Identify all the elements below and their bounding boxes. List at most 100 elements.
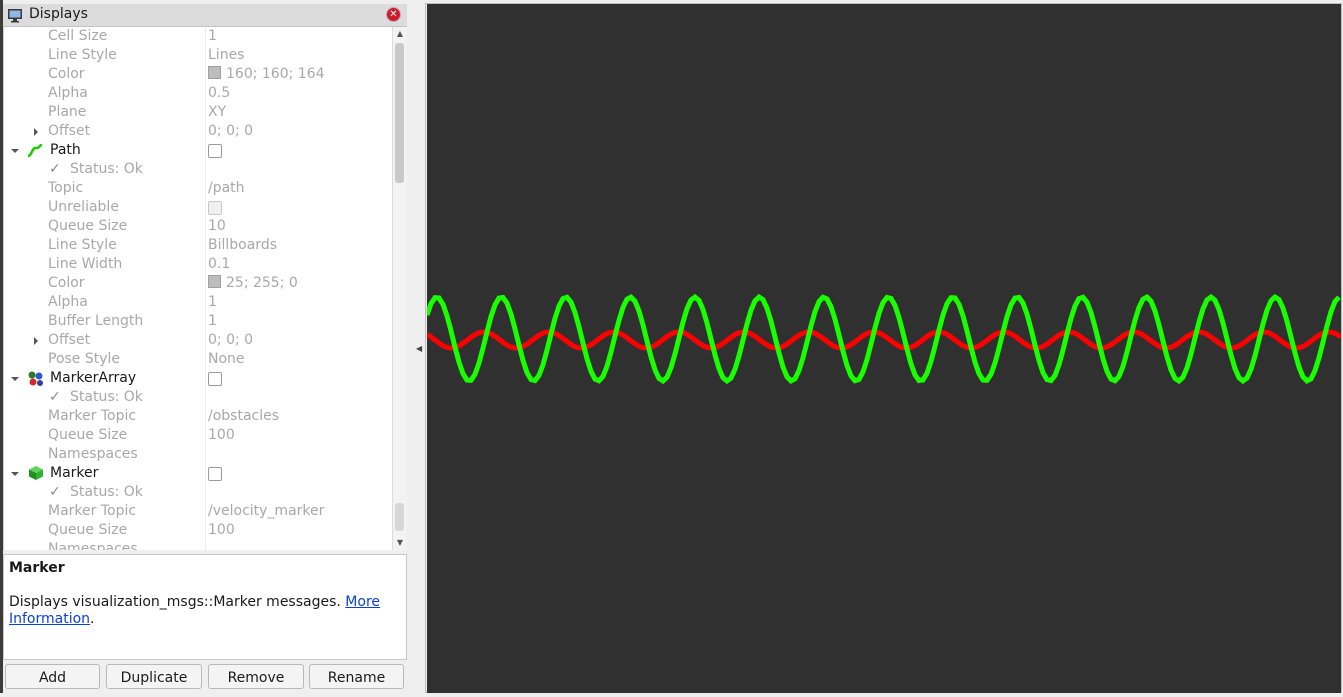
property-value[interactable]: 160; 160; 164 [208, 65, 325, 84]
chevron-down-icon[interactable] [10, 146, 20, 156]
3d-viewport[interactable] [424, 4, 1343, 693]
displays-title-bar: Displays ✕ [3, 4, 407, 27]
tree-row[interactable]: Pose Style None [4, 350, 392, 369]
tree-row[interactable]: Topic /path [4, 179, 392, 198]
property-label: Cell Size [48, 28, 108, 44]
tree-scrollbar[interactable]: ▲ ▼ [392, 27, 407, 550]
display-item-marker[interactable]: Marker [4, 464, 392, 483]
property-label: Offset [48, 332, 91, 348]
link-text-1[interactable]: More [345, 594, 381, 610]
property-label: Color [48, 275, 85, 291]
property-value[interactable]: 0.5 [208, 85, 231, 101]
property-value[interactable]: Lines [208, 47, 245, 63]
panel-splitter[interactable]: ◀ [411, 4, 425, 693]
tree-row[interactable]: Queue Size 10 [4, 217, 392, 236]
marker-array-icon [28, 371, 43, 386]
property-value[interactable]: XY [208, 104, 227, 120]
display-item-markerarray[interactable]: MarkerArray [4, 369, 392, 388]
viewport-canvas[interactable] [424, 4, 1343, 693]
link-text-2[interactable]: Information [9, 611, 91, 627]
panel-title: Displays [29, 6, 88, 22]
property-value[interactable]: 1 [208, 313, 217, 329]
tree-row[interactable]: Queue Size 100 [4, 521, 392, 540]
close-panel-icon[interactable]: ✕ [386, 7, 401, 22]
property-label: Line Width [48, 256, 123, 272]
tree-row[interactable]: Marker Topic /obstacles [4, 407, 392, 426]
description-box: Marker Displays visualization_msgs::Mark… [3, 554, 407, 660]
chevron-right-icon[interactable] [31, 336, 41, 346]
property-value[interactable]: 10 [208, 218, 226, 234]
display-property-tree: Cell Size 1 Line Style Lines Color 160; … [3, 27, 392, 550]
property-label: Plane [48, 104, 87, 120]
enable-checkbox[interactable] [208, 372, 222, 386]
unreliable-checkbox[interactable] [208, 201, 222, 215]
property-value[interactable]: None [208, 351, 245, 367]
duplicate-button[interactable]: Duplicate [106, 664, 202, 689]
property-value[interactable]: 100 [208, 522, 235, 538]
property-label: Line Style [48, 237, 117, 253]
enable-checkbox[interactable] [208, 144, 222, 158]
tree-row[interactable]: Alpha 0.5 [4, 84, 392, 103]
tree-row[interactable]: Offset 0; 0; 0 [4, 122, 392, 141]
tree-row[interactable]: Line Style Lines [4, 46, 392, 65]
enable-checkbox[interactable] [208, 467, 222, 481]
property-label: Queue Size [48, 218, 128, 234]
color-value: 25; 255; 0 [226, 275, 298, 291]
chevron-right-icon[interactable] [31, 127, 41, 137]
property-label: Topic [48, 180, 84, 196]
scrollbar-thumb[interactable] [395, 43, 404, 183]
tree-row[interactable]: Line Style Billboards [4, 236, 392, 255]
property-value[interactable]: Billboards [208, 237, 277, 253]
display-name: Marker [50, 465, 99, 481]
color-swatch [208, 66, 221, 79]
description-text: Displays visualization_msgs::Marker mess… [9, 594, 341, 610]
property-value[interactable]: /obstacles [208, 408, 280, 424]
property-value[interactable]: /velocity_marker [208, 503, 325, 519]
tree-row[interactable]: Queue Size 100 [4, 426, 392, 445]
tree-row[interactable]: Offset 0; 0; 0 [4, 331, 392, 350]
rename-button[interactable]: Rename [309, 664, 404, 689]
property-value[interactable]: 1 [208, 294, 217, 310]
property-label: Namespaces [48, 446, 138, 462]
tree-row[interactable]: Buffer Length 1 [4, 312, 392, 331]
tree-row[interactable]: Marker Topic /velocity_marker [4, 502, 392, 521]
tree-row[interactable]: Plane XY [4, 103, 392, 122]
display-name: Path [50, 142, 81, 158]
chevron-down-icon[interactable] [10, 469, 20, 479]
collapse-arrow-icon[interactable]: ◀ [416, 344, 423, 353]
property-value[interactable]: 1 [208, 28, 217, 44]
display-item-path[interactable]: Path [4, 141, 392, 160]
path-display-icon [27, 143, 43, 158]
property-label: Namespaces [48, 541, 138, 550]
status-label: Status: Ok [70, 161, 143, 177]
tree-row[interactable]: Color 25; 255; 0 [4, 274, 392, 293]
tree-row[interactable]: Namespaces [4, 540, 392, 550]
tree-row[interactable]: Namespaces [4, 445, 392, 464]
add-button[interactable]: Add [5, 664, 100, 689]
property-value[interactable]: /path [208, 180, 245, 196]
status-label: Status: Ok [70, 389, 143, 405]
tree-row[interactable]: Alpha 1 [4, 293, 392, 312]
property-value[interactable]: 0; 0; 0 [208, 123, 254, 139]
property-value[interactable]: 0; 0; 0 [208, 332, 254, 348]
property-label: Marker Topic [48, 408, 137, 424]
remove-button[interactable]: Remove [208, 664, 304, 689]
scrollbar-thumb-lower [395, 503, 404, 531]
marker-velocity-line [425, 329, 1343, 351]
tree-row[interactable]: Unreliable [4, 198, 392, 217]
scroll-down-icon[interactable]: ▼ [396, 538, 404, 547]
scroll-up-icon[interactable]: ▲ [396, 29, 404, 38]
color-swatch [208, 275, 221, 288]
property-value[interactable]: 0.1 [208, 256, 231, 272]
chevron-down-icon[interactable] [10, 374, 20, 384]
tree-row[interactable]: Line Width 0.1 [4, 255, 392, 274]
more-information-link[interactable]: More Information [9, 594, 380, 627]
tree-row[interactable]: Color 160; 160; 164 [4, 65, 392, 84]
property-label: Unreliable [48, 199, 119, 215]
tree-row[interactable]: Cell Size 1 [4, 27, 392, 46]
marker-cube-icon [29, 466, 43, 480]
property-value[interactable]: 100 [208, 427, 235, 443]
property-label: Alpha [48, 85, 88, 101]
property-value[interactable]: 25; 255; 0 [208, 274, 298, 293]
monitor-icon [7, 7, 23, 23]
